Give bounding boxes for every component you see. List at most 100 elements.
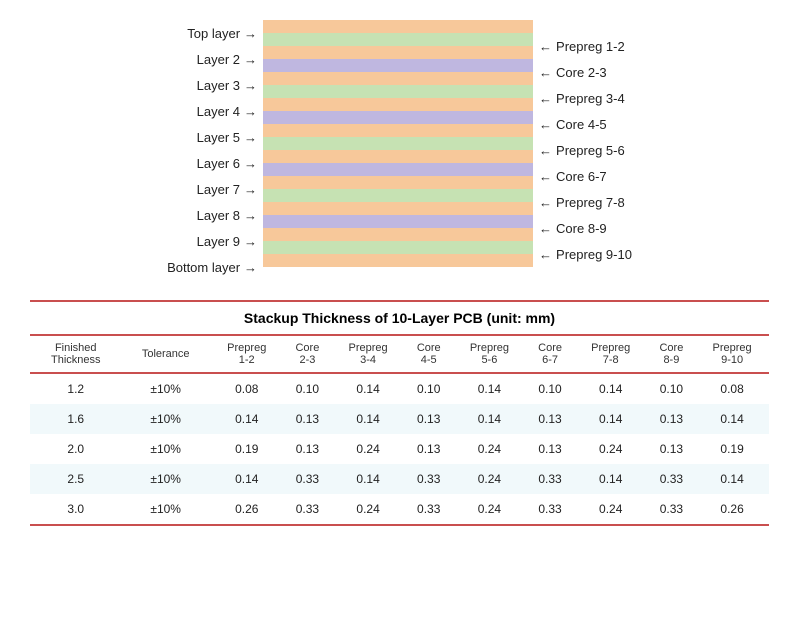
table-cell: 0.13 [648,434,696,464]
table-cell: 0.08 [210,373,284,404]
table-row: 2.0±10%0.190.130.240.130.240.130.240.130… [30,434,769,464]
table-cell: 1.2 [30,373,122,404]
thickness-table: FinishedThicknessTolerancePrepreg1-2Core… [30,336,769,524]
arrow-right-icon: → [244,52,257,67]
stackup-bar-core [263,111,533,124]
layer-label-text: Bottom layer [167,260,240,275]
dielectric-label: ←Prepreg 5-6 [539,137,625,163]
table-cell: 0.14 [695,464,769,494]
table-cell: 0.33 [284,464,332,494]
table-cell: 0.33 [405,494,453,524]
dielectric-label: ←Prepreg 3-4 [539,85,625,111]
table-cell: 3.0 [30,494,122,524]
dielectric-label-text: Prepreg 1-2 [556,39,625,54]
layer-label: Layer 5→ [197,124,257,150]
arrow-right-icon: → [244,78,257,93]
table-cell: 0.24 [574,434,648,464]
dielectric-label: ←Core 6-7 [539,163,607,189]
layer-label: Layer 9→ [197,228,257,254]
table-cell: ±10% [122,434,210,464]
arrow-left-icon: ← [539,247,552,262]
layer-label-text: Top layer [187,26,240,41]
stackup-bar-copper [263,46,533,59]
table-row: 3.0±10%0.260.330.240.330.240.330.240.330… [30,494,769,524]
table-cell: ±10% [122,494,210,524]
stackup-bar-copper [263,228,533,241]
table-cell: 0.13 [526,404,574,434]
table-cell: 2.0 [30,434,122,464]
layer-label: Top layer → [187,20,257,46]
stackup-bar-prepreg [263,137,533,150]
arrow-left-icon: ← [539,221,552,236]
layer-label-text: Layer 9 [197,234,240,249]
table-cell: 0.33 [648,464,696,494]
table-cell: 0.24 [331,434,405,464]
table-body: 1.2±10%0.080.100.140.100.140.100.140.100… [30,373,769,524]
table-row: 2.5±10%0.140.330.140.330.240.330.140.330… [30,464,769,494]
layer-label: Bottom layer→ [167,254,257,280]
dielectric-label-text: Prepreg 9-10 [556,247,632,262]
dielectric-label-text: Core 4-5 [556,117,607,132]
table-cell: 0.14 [453,373,527,404]
stackup-bar-copper [263,254,533,267]
stackup-bar-copper [263,176,533,189]
table-cell: 0.24 [331,494,405,524]
layer-label: Layer 8→ [197,202,257,228]
dielectric-label: ← Core 4-5 [539,111,607,137]
arrow-right-icon: → [244,208,257,223]
table-cell: 0.13 [284,404,332,434]
stackup-bar-prepreg [263,33,533,46]
table-column-header: Core8-9 [648,336,696,373]
table-cell: 0.14 [210,464,284,494]
layer-label-text: Layer 5 [197,130,240,145]
table-column-header: Prepreg3-4 [331,336,405,373]
layer-label-text: Layer 2 [197,52,240,67]
table-column-header: FinishedThickness [30,336,122,373]
table-cell: 0.19 [695,434,769,464]
layer-label-text: Layer 4 [197,104,240,119]
table-column-header: Prepreg1-2 [210,336,284,373]
table-cell: 0.08 [695,373,769,404]
stackup-bar-core [263,163,533,176]
table-title: Stackup Thickness of 10-Layer PCB (unit:… [30,300,769,336]
table-column-header: Prepreg9-10 [695,336,769,373]
layer-label-text: Layer 6 [197,156,240,171]
table-cell: 0.13 [405,434,453,464]
stackup-bar-copper [263,124,533,137]
layer-labels-left: Top layer→Layer 2→Layer 3→Layer 4→Layer … [167,20,257,280]
table-column-header: Tolerance [122,336,210,373]
table-cell: 2.5 [30,464,122,494]
arrow-left-icon: ← [539,195,552,210]
dielectric-label-text: Prepreg 5-6 [556,143,625,158]
stackup-bar-prepreg [263,241,533,254]
arrow-right-icon: → [244,104,257,119]
dielectric-labels-right: ←Prepreg 1-2←Core 2-3←Prepreg 3-4←Core 4… [539,20,632,267]
table-column-header: Core2-3 [284,336,332,373]
table-cell: 0.14 [695,404,769,434]
dielectric-label-text: Core 2-3 [556,65,607,80]
table-cell: 1.6 [30,404,122,434]
arrow-right-icon: → [244,156,257,171]
table-cell: 0.14 [574,373,648,404]
table-cell: 0.19 [210,434,284,464]
stackup-bar-copper [263,20,533,33]
dielectric-label-text: Core 8-9 [556,221,607,236]
table-cell: 0.24 [453,434,527,464]
table-cell: ±10% [122,373,210,404]
table-cell: 0.33 [405,464,453,494]
thickness-table-wrap: Stackup Thickness of 10-Layer PCB (unit:… [30,300,769,526]
layer-label: Layer 2 → [197,46,257,72]
dielectric-label: ←Prepreg 7-8 [539,189,625,215]
layer-label-text: Layer 7 [197,182,240,197]
table-cell: 0.26 [210,494,284,524]
table-cell: 0.33 [526,494,574,524]
table-cell: 0.14 [210,404,284,434]
table-cell: 0.33 [648,494,696,524]
dielectric-label: ← Core 8-9 [539,215,607,241]
arrow-left-icon: ← [539,117,552,132]
dielectric-label: ←Core 2-3 [539,59,607,85]
table-cell: 0.14 [574,464,648,494]
arrow-left-icon: ← [539,39,552,54]
arrow-right-icon: → [244,26,257,41]
dielectric-label: ← Prepreg 9-10 [539,241,632,267]
